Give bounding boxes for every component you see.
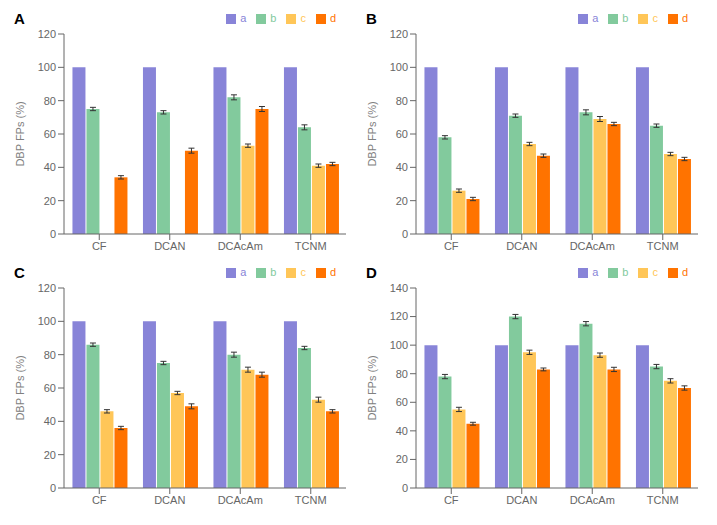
html-text:d: d: [681, 12, 688, 24]
svg-text:40: 40: [44, 415, 56, 427]
svg-text:CF: CF: [92, 240, 107, 252]
html-text:d: d: [681, 266, 688, 278]
svg-text:0: 0: [50, 228, 56, 240]
svg-text:40: 40: [396, 425, 408, 437]
svg-text:100: 100: [390, 339, 408, 351]
svg-text:120: 120: [38, 28, 56, 40]
svg-text:20: 20: [396, 453, 408, 465]
svg-text:0: 0: [50, 482, 56, 494]
svg-text:60: 60: [396, 396, 408, 408]
svg-text:DCAcAm: DCAcAm: [570, 240, 615, 252]
svg-text:100: 100: [38, 315, 56, 327]
html-text:b: b: [270, 12, 277, 24]
svg-text:40: 40: [396, 161, 408, 173]
html-text:C: C: [14, 264, 25, 281]
html-text:a: a: [592, 266, 599, 278]
html-text:a: a: [240, 266, 247, 278]
svg-text:DCAcAm: DCAcAm: [218, 494, 263, 506]
svg-text:TCNM: TCNM: [647, 240, 679, 252]
svg-text:80: 80: [396, 368, 408, 380]
html-text:A: A: [14, 10, 25, 27]
html-text:d: d: [329, 12, 336, 24]
svg-text:60: 60: [396, 128, 408, 140]
svg-text:DCAcAm: DCAcAm: [218, 240, 263, 252]
svg-text:TCNM: TCNM: [295, 494, 327, 506]
svg-text:0: 0: [402, 482, 408, 494]
html-text:D: D: [366, 264, 377, 281]
svg-text:DBP FPs (%): DBP FPs (%): [366, 101, 378, 166]
svg-text:DBP FPs (%): DBP FPs (%): [366, 355, 378, 420]
svg-text:TCNM: TCNM: [295, 240, 327, 252]
svg-text:CF: CF: [92, 494, 107, 506]
svg-text:CF: CF: [444, 494, 459, 506]
svg-text:100: 100: [38, 61, 56, 73]
svg-text:80: 80: [44, 95, 56, 107]
svg-text:60: 60: [44, 382, 56, 394]
svg-text:DCAN: DCAN: [506, 494, 537, 506]
svg-text:DCAN: DCAN: [506, 240, 537, 252]
svg-text:DCAN: DCAN: [154, 240, 185, 252]
html-text:b: b: [270, 266, 277, 278]
html-text:B: B: [366, 10, 377, 27]
html-text:b: b: [622, 12, 629, 24]
html-text:d: d: [329, 266, 336, 278]
svg-text:60: 60: [44, 128, 56, 140]
svg-text:DCAcAm: DCAcAm: [570, 494, 615, 506]
svg-text:120: 120: [390, 310, 408, 322]
svg-text:DBP FPs (%): DBP FPs (%): [14, 355, 26, 420]
html-text:c: c: [652, 12, 658, 24]
html-text:a: a: [592, 12, 599, 24]
svg-text:120: 120: [390, 28, 408, 40]
svg-text:CF: CF: [444, 240, 459, 252]
svg-text:DBP FPs (%): DBP FPs (%): [14, 101, 26, 166]
svg-text:80: 80: [44, 349, 56, 361]
svg-text:DCAN: DCAN: [154, 494, 185, 506]
svg-text:100: 100: [390, 61, 408, 73]
svg-text:20: 20: [44, 449, 56, 461]
html-text:c: c: [300, 266, 306, 278]
svg-text:140: 140: [390, 282, 408, 294]
svg-text:40: 40: [44, 161, 56, 173]
svg-text:120: 120: [38, 282, 56, 294]
svg-text:TCNM: TCNM: [647, 494, 679, 506]
svg-text:0: 0: [402, 228, 408, 240]
html-text:b: b: [622, 266, 629, 278]
svg-text:20: 20: [44, 195, 56, 207]
svg-text:20: 20: [396, 195, 408, 207]
html-text:c: c: [300, 12, 306, 24]
html-text:c: c: [652, 266, 658, 278]
svg-text:80: 80: [396, 95, 408, 107]
html-text:a: a: [240, 12, 247, 24]
